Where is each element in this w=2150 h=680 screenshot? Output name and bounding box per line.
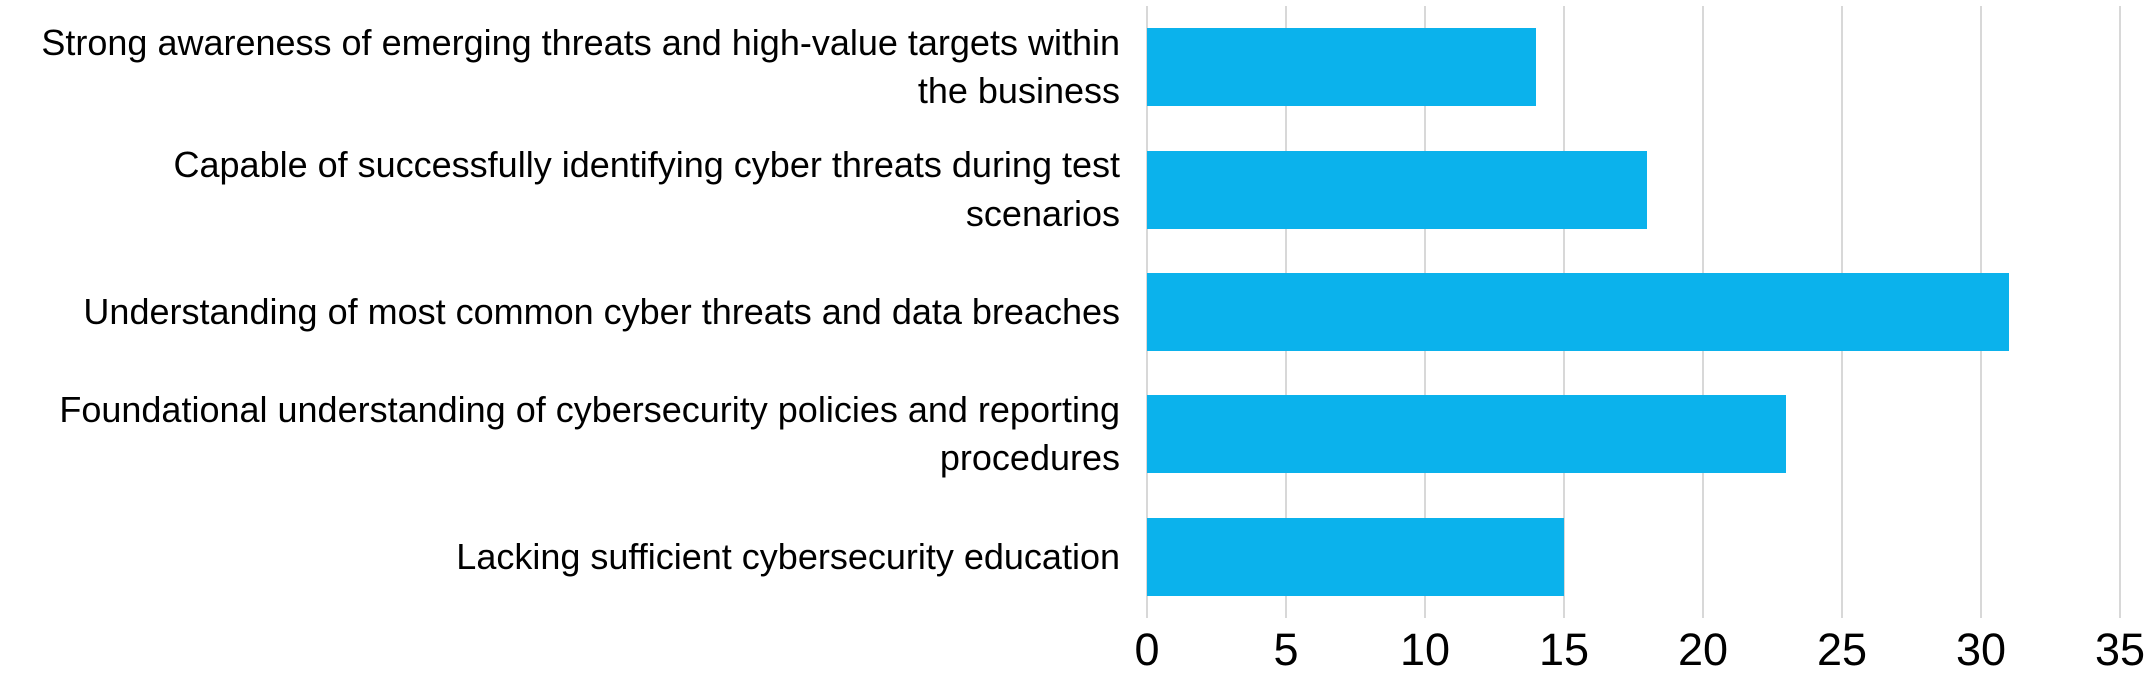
bar-row: [1147, 128, 2120, 250]
gridline-x-35: [2119, 6, 2121, 618]
category-label: Foundational understanding of cybersecur…: [59, 388, 1120, 479]
x-tick-label: 5: [1273, 624, 1299, 675]
x-tick-label: 20: [1677, 624, 1729, 675]
category-label: Capable of successfully identifying cybe…: [173, 144, 1121, 234]
bar-row: [1147, 251, 2120, 373]
bar-row: [1147, 373, 2120, 495]
x-tick-label: 30: [1955, 624, 2007, 675]
plot-area: [1146, 6, 2121, 618]
x-tick-label: 0: [1134, 624, 1160, 675]
x-tick-label: 10: [1399, 624, 1451, 675]
category-labels: Strong awareness of emerging threats and…: [0, 6, 1147, 618]
bar-0: [1147, 28, 1537, 107]
x-axis: 0 5 10 15 20 25 30 35: [1134, 618, 2145, 678]
x-tick-label: 15: [1538, 624, 1590, 675]
bar-row: [1147, 6, 2120, 128]
category-label: Understanding of most common cyber threa…: [83, 290, 1120, 332]
chart-body: Strong awareness of emerging threats and…: [0, 6, 2150, 618]
bar-3: [1147, 395, 1787, 474]
bar-row: [1147, 496, 2120, 618]
bar-2: [1147, 272, 2009, 351]
bar-4: [1147, 517, 1564, 596]
category-label: Lacking sufficient cybersecurity educati…: [456, 535, 1120, 577]
bar-1: [1147, 150, 1648, 229]
category-label: Strong awareness of emerging threats and…: [41, 21, 1120, 112]
x-tick-label: 25: [1816, 624, 1868, 675]
x-tick-label: 35: [2094, 624, 2146, 675]
